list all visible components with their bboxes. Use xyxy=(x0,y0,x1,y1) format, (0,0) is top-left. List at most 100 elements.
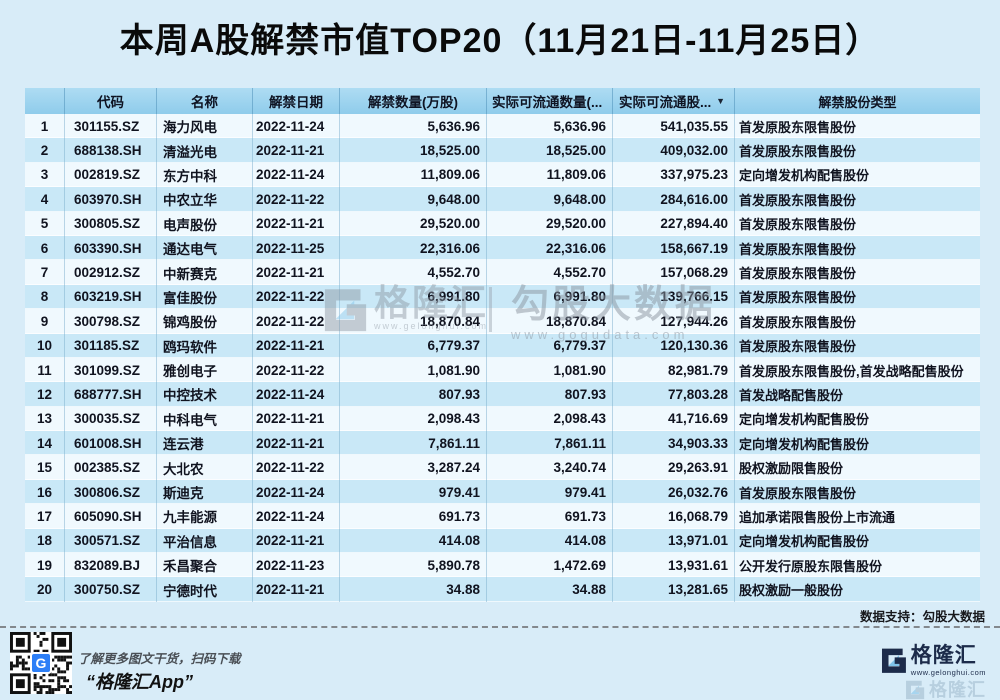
unlock-date-cell: 2022-11-24 xyxy=(253,162,340,188)
tradable-qty-cell: 979.41 xyxy=(487,479,613,505)
tradable-qty-cell: 7,861.11 xyxy=(487,431,613,456)
share-type-cell: 首发原股东限售股份 xyxy=(739,339,857,355)
code-cell: 605090.SH xyxy=(65,504,157,529)
qr-caption: 了解更多图文干货，扫码下载 xyxy=(78,652,241,666)
unlock-qty-cell: 5,890.78 xyxy=(340,553,487,578)
tradable-value-cell: 409,032.00 xyxy=(613,138,735,163)
share-type-cell: 首发原股东限售股份 xyxy=(739,485,857,501)
unlock-date-cell: 2022-11-24 xyxy=(253,114,340,139)
unlock-qty-cell: 1,081.90 xyxy=(340,357,487,383)
unlock-qty-cell: 9,648.00 xyxy=(340,187,487,212)
col-header-unlock-date[interactable]: 解禁日期 xyxy=(253,88,340,114)
col-header-code[interactable]: 代码 xyxy=(65,88,157,114)
unlock-qty-cell: 6,779.37 xyxy=(340,333,487,358)
name-cell: 宁德时代 xyxy=(157,577,253,602)
code-cell: 688138.SH xyxy=(65,138,157,163)
share-type-cell: 定向增发机构配售股份 xyxy=(739,436,870,452)
qr-center-logo: G xyxy=(30,652,52,674)
logo-brand-text: 格隆汇 xyxy=(910,644,977,667)
unlock-qty-cell: 979.41 xyxy=(340,479,487,505)
tradable-value-cell: 541,035.55 xyxy=(613,114,735,139)
unlock-date-cell: 2022-11-21 xyxy=(253,406,340,432)
table-row: 2 688138.SH 清溢光电 2022-11-21 18,525.00 18,525.… xyxy=(25,138,980,163)
col-header-unlock-qty[interactable]: 解禁数量(万股) xyxy=(340,88,487,114)
code-cell: 300750.SZ xyxy=(65,577,157,602)
col-header-tradable-value[interactable]: 实际可流通股... ▼ xyxy=(613,88,735,114)
tradable-qty-cell: 18,525.00 xyxy=(487,138,613,163)
table-row: 18 300571.SZ 平治信息 2022-11-21 414.08 414.08 13,… xyxy=(25,528,980,554)
table-row: 6 603390.SH 通达电气 2022-11-25 22,316.06 22,316.… xyxy=(25,235,980,261)
table-row: 15 002385.SZ 大北农 2022-11-22 3,287.24 3,240.74… xyxy=(25,455,980,480)
sort-desc-icon: ▼ xyxy=(716,96,725,106)
share-type-cell: 首发原股东限售股份 xyxy=(739,314,857,330)
name-cell: 九丰能源 xyxy=(157,504,253,529)
unlock-date-cell: 2022-11-21 xyxy=(253,211,340,236)
unlock-qty-cell: 34.88 xyxy=(340,577,487,602)
name-cell: 富佳股份 xyxy=(157,284,253,310)
unlock-date-cell: 2022-11-22 xyxy=(253,284,340,310)
tradable-qty-cell: 3,240.74 xyxy=(487,455,613,480)
table-header-row: 代码 名称 解禁日期 解禁数量(万股) 实际可流通数量(... 实际可流通股... ▼ 解禁股… xyxy=(25,88,980,114)
data-support-note: 数据支持：勾股大数据 xyxy=(859,610,985,624)
unlock-qty-cell: 6,991.80 xyxy=(340,284,487,310)
table-row: 11 301099.SZ 雅创电子 2022-11-22 1,081.90 1,081.9… xyxy=(25,357,980,383)
rank-cell: 13 xyxy=(25,406,65,432)
table-row: 16 300806.SZ 斯迪克 2022-11-24 979.41 979.41 26,0… xyxy=(25,479,980,505)
col-header-name[interactable]: 名称 xyxy=(157,88,253,114)
unlock-date-cell: 2022-11-21 xyxy=(253,431,340,456)
unlock-date-cell: 2022-11-21 xyxy=(253,333,340,358)
corner-header xyxy=(25,88,65,114)
unlock-date-cell: 2022-11-24 xyxy=(253,479,340,505)
tradable-value-cell: 127,944.26 xyxy=(613,309,735,334)
tradable-qty-cell: 34.88 xyxy=(487,577,613,602)
tradable-qty-cell: 691.73 xyxy=(487,504,613,529)
unlock-qty-cell: 29,520.00 xyxy=(340,211,487,236)
code-cell: 002819.SZ xyxy=(65,162,157,188)
unlock-date-cell: 2022-11-22 xyxy=(253,187,340,212)
unlock-qty-cell: 5,636.96 xyxy=(340,114,487,139)
share-type-cell: 首发原股东限售股份 xyxy=(739,144,857,160)
rank-cell: 18 xyxy=(25,528,65,554)
col-header-share-type[interactable]: 解禁股份类型 xyxy=(735,88,980,114)
name-cell: 东方中科 xyxy=(157,162,253,188)
tradable-qty-cell: 4,552.70 xyxy=(487,260,613,285)
table-row: 1 301155.SZ 海力风电 2022-11-24 5,636.96 5,636.96… xyxy=(25,114,980,139)
share-type-cell: 首发原股东限售股份 xyxy=(739,266,857,282)
unlock-top20-table: 代码 名称 解禁日期 解禁数量(万股) 实际可流通数量(... 实际可流通股... ▼ 解禁股… xyxy=(25,88,980,602)
col-header-tradable-qty[interactable]: 实际可流通数量(... xyxy=(487,88,613,114)
table-row: 20 300750.SZ 宁德时代 2022-11-21 34.88 34.88 13,28… xyxy=(25,577,980,602)
unlock-date-cell: 2022-11-21 xyxy=(253,138,340,163)
share-type-cell: 首发战略配售股份 xyxy=(739,387,844,403)
table-row: 3 002819.SZ 东方中科 2022-11-24 11,809.06 11,809.… xyxy=(25,162,980,188)
unlock-qty-cell: 18,870.84 xyxy=(340,309,487,334)
share-type-cell: 首发原股东限售股份 xyxy=(739,119,857,135)
unlock-qty-cell: 2,098.43 xyxy=(340,406,487,432)
unlock-date-cell: 2022-11-22 xyxy=(253,455,340,480)
rank-cell: 4 xyxy=(25,187,65,212)
tradable-value-cell: 227,894.40 xyxy=(613,211,735,236)
table-row: 8 603219.SH 富佳股份 2022-11-22 6,991.80 6,991.80… xyxy=(25,284,980,310)
code-cell: 301185.SZ xyxy=(65,333,157,358)
code-cell: 300571.SZ xyxy=(65,528,157,554)
unlock-qty-cell: 3,287.24 xyxy=(340,455,487,480)
unlock-date-cell: 2022-11-23 xyxy=(253,553,340,578)
code-cell: 300805.SZ xyxy=(65,211,157,236)
name-cell: 通达电气 xyxy=(157,235,253,261)
name-cell: 中控技术 xyxy=(157,382,253,407)
unlock-date-cell: 2022-11-21 xyxy=(253,528,340,554)
gelonghui-logo-watermark: 格隆汇 xyxy=(903,676,986,700)
logo-watermark-text: 格隆汇 xyxy=(929,680,986,700)
code-cell: 832089.BJ xyxy=(65,553,157,578)
name-cell: 中农立华 xyxy=(157,187,253,212)
rank-cell: 17 xyxy=(25,504,65,529)
unlock-qty-cell: 691.73 xyxy=(340,504,487,529)
tradable-value-cell: 82,981.79 xyxy=(613,357,735,383)
share-type-cell: 首发原股东限售股份 xyxy=(739,192,857,208)
share-type-cell: 公开发行原股东限售股份 xyxy=(739,558,883,574)
tradable-qty-cell: 807.93 xyxy=(487,382,613,407)
unlock-qty-cell: 4,552.70 xyxy=(340,260,487,285)
table-row: 4 603970.SH 中农立华 2022-11-22 9,648.00 9,648.00… xyxy=(25,187,980,212)
rank-cell: 15 xyxy=(25,455,65,480)
table-row: 17 605090.SH 九丰能源 2022-11-24 691.73 691.73 16,… xyxy=(25,504,980,529)
table-row: 5 300805.SZ 电声股份 2022-11-21 29,520.00 29,520.… xyxy=(25,211,980,236)
